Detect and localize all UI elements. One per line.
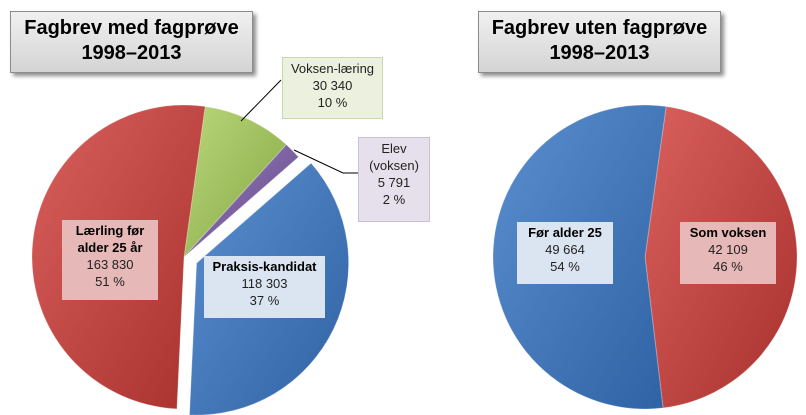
data-label-laerling: Lærling før alder 25 år 163 830 51 % <box>62 220 158 300</box>
data-label-praksis-kandidat-percent: 37 % <box>249 293 280 308</box>
data-label-elev-voksen-percent: 2 % <box>382 192 406 207</box>
chart-title-left-line1: Fagbrev med fagprøve <box>24 17 239 39</box>
data-label-som-voksen: Som voksen 42 109 46 % <box>680 222 776 284</box>
data-label-elev-voksen: Elev (voksen) 5 791 2 % <box>358 137 430 222</box>
data-label-voksen-laering-value: 30 340 <box>312 78 353 93</box>
chart-title-right-line1: Fagbrev uten fagprøve <box>491 17 708 39</box>
leader-lines <box>240 79 358 174</box>
data-label-praksis-kandidat-value: 118 303 <box>241 276 288 291</box>
data-label-for-alder-25: Før alder 25 49 664 54 % <box>517 222 613 284</box>
data-label-praksis-kandidat: Praksis-kandidat 118 303 37 % <box>204 256 325 318</box>
data-label-som-voksen-name: Som voksen <box>689 225 767 240</box>
leader-line-voksen-laering <box>240 79 282 122</box>
data-label-praksis-kandidat-name: Praksis-kandidat <box>212 259 317 274</box>
data-label-for-alder-25-name: Før alder 25 <box>528 225 602 240</box>
data-label-for-alder-25-percent: 54 % <box>550 259 580 274</box>
data-label-voksen-laering-percent: 10 % <box>317 95 348 110</box>
data-label-voksen-laering: Voksen-læring 30 340 10 % <box>282 57 383 119</box>
data-label-som-voksen-percent: 46 % <box>713 259 743 274</box>
pie-slice-voksen-laering <box>183 105 288 259</box>
leader-line-elev-voksen <box>293 149 358 174</box>
data-label-laerling-value: 163 830 <box>86 257 134 272</box>
data-label-for-alder-25-value: 49 664 <box>545 242 585 257</box>
data-label-elev-voksen-name-line1: Elev <box>381 141 407 156</box>
data-label-som-voksen-value: 42 109 <box>708 242 748 257</box>
data-label-laerling-name-line2: alder 25 år <box>77 240 143 255</box>
data-label-laerling-name-line1: Lærling før <box>75 223 145 238</box>
data-label-elev-voksen-name-line2: (voksen) <box>369 158 419 173</box>
data-label-laerling-percent: 51 % <box>95 274 125 289</box>
data-label-elev-voksen-value: 5 791 <box>377 175 411 190</box>
chart-title-left-line2: 1998–2013 <box>81 42 182 64</box>
pie-slice-elev-voksen <box>183 143 300 258</box>
chart-title-right: Fagbrev uten fagprøve 1998–2013 <box>478 11 721 73</box>
chart-title-left: Fagbrev med fagprøve 1998–2013 <box>10 11 253 73</box>
chart-title-right-line2: 1998–2013 <box>549 42 650 64</box>
data-label-voksen-laering-name: Voksen-læring <box>290 61 375 76</box>
